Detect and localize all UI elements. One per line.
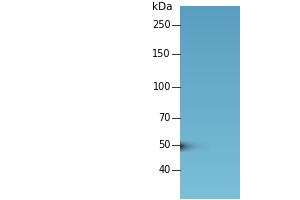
- Text: 250: 250: [152, 20, 171, 30]
- Text: 150: 150: [152, 49, 171, 59]
- Text: 50: 50: [158, 140, 171, 150]
- Text: kDa: kDa: [152, 2, 172, 12]
- Text: 40: 40: [159, 165, 171, 175]
- Text: 100: 100: [152, 82, 171, 92]
- Text: 70: 70: [158, 113, 171, 123]
